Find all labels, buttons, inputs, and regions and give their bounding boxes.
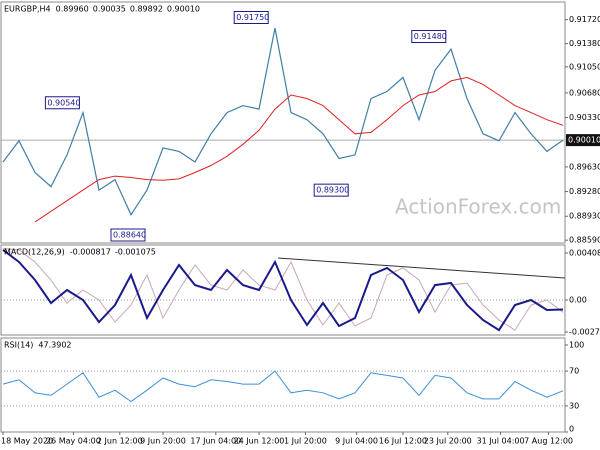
y-tick-label: 0 [569, 425, 574, 434]
panel-frame [0, 337, 566, 433]
annotation-box [313, 183, 349, 197]
panel-title: EURGBP,H4 [4, 5, 51, 14]
watermark: ActionForex.com [395, 194, 561, 218]
panel-frame [0, 1, 566, 244]
panel-title: MACD(12,26,9) [4, 248, 65, 257]
y-tick-label: 100 [569, 340, 584, 349]
x-tick-label: 31 Jul 04:00 [477, 437, 525, 446]
readout-value: 0.89960 [56, 5, 89, 14]
annotation-label: 0.91750 [236, 13, 269, 22]
x-tick-label: 9 Jul 04:00 [335, 437, 378, 446]
y-tick-label: 0.88590 [569, 236, 600, 245]
annotation-label: 0.89300 [316, 186, 349, 195]
series-line [2, 249, 564, 332]
y-tick-label: 0.91720 [569, 15, 600, 24]
annotation-box [110, 228, 146, 242]
x-tick-label: 24 Jun 12:00 [234, 437, 285, 446]
last-price-box [566, 134, 600, 147]
y-tick-label: 0.004085 [569, 248, 600, 257]
panel-title: RSI(14) [4, 341, 33, 350]
y-tick-label: -0.002782 [569, 328, 600, 337]
x-tick-label: 23 Jul 20:00 [424, 437, 472, 446]
series-line [2, 247, 564, 331]
y-tick-label: 0.89280 [569, 187, 600, 196]
annotation-label: 0.90540 [47, 98, 80, 107]
annotation-label: 0.91480 [414, 32, 447, 41]
y-tick-label: 0.89630 [569, 162, 600, 171]
readout-value: 47.3902 [38, 341, 71, 350]
y-tick-label: 30 [569, 401, 579, 410]
y-tick-label: 0.91050 [569, 62, 600, 71]
x-tick-label: 16 Jul 12:00 [379, 437, 427, 446]
series-line [34, 76, 564, 223]
y-tick-label: 0.00 [569, 296, 587, 305]
panel-frame [0, 244, 566, 336]
x-tick-label: 9 Jun 20:00 [140, 437, 186, 446]
readout-value: -0.001075 [115, 248, 156, 257]
x-tick-label: 1 Jul 20:00 [284, 437, 327, 446]
x-tick-label: 26 May 04:00 [46, 437, 101, 446]
y-tick-label: 0.88930 [569, 212, 600, 221]
series-line [2, 370, 564, 403]
y-tick-label: 0.90330 [569, 113, 600, 122]
trend-line [277, 257, 566, 279]
readout-value: 0.90035 [93, 5, 126, 14]
x-tick-label: 18 May 2020 [1, 437, 53, 446]
annotation-label: 0.88640 [113, 231, 146, 240]
x-tick-label: 17 Jun 04:00 [190, 437, 241, 446]
annotation-box [233, 11, 269, 25]
readout-value: 0.90010 [167, 5, 200, 14]
y-tick-label: 0.91380 [569, 39, 600, 48]
y-tick-label: 70 [569, 367, 579, 376]
x-tick-label: 7 Aug 12:00 [524, 437, 573, 446]
readout-value: 0.89892 [130, 5, 163, 14]
last-price-label: 0.90010 [568, 136, 600, 145]
readout-value: -0.000817 [70, 248, 111, 257]
series-line [2, 27, 564, 217]
annotation-box [44, 96, 80, 110]
x-tick-label: 2 Jun 12:00 [97, 437, 143, 446]
y-tick-label: 0.90680 [569, 88, 600, 97]
annotation-box [411, 30, 447, 44]
